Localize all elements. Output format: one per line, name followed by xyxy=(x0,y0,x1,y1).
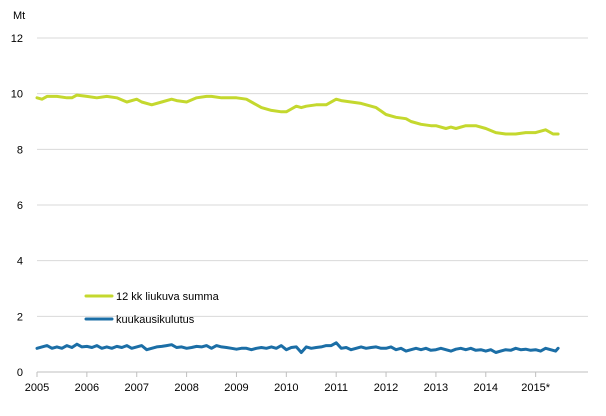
x-tick-label: 2006 xyxy=(75,382,99,394)
x-tick-label: 2005 xyxy=(25,382,49,394)
legend-label: kuukausikulutus xyxy=(116,314,195,326)
x-tick-label: 2012 xyxy=(374,382,398,394)
series-line-2 xyxy=(35,341,560,354)
y-axis-ticks: 0 2 4 6 8 10 12 xyxy=(11,33,23,379)
y-tick-label: 12 xyxy=(11,33,23,45)
x-tick-label: 2009 xyxy=(224,382,248,394)
y-tick-label: 4 xyxy=(17,256,23,268)
y-tick-label: 10 xyxy=(11,89,23,101)
gridlines xyxy=(37,37,588,317)
x-tick-label: 2011 xyxy=(324,382,348,394)
x-tick-label: 2007 xyxy=(124,382,148,394)
x-axis: 2005 2006 2007 2008 2009 2010 2011 2012 2013 2014… xyxy=(25,371,588,394)
y-tick-label: 6 xyxy=(17,200,23,212)
x-tick-label: 2008 xyxy=(174,382,198,394)
y-tick-label: 2 xyxy=(17,311,23,323)
legend: 12 kk liukuva summa kuukausikulutus xyxy=(84,291,220,326)
x-tick-label: 2014 xyxy=(474,382,498,394)
x-tick-label: 2013 xyxy=(424,382,448,394)
y-tick-label: 8 xyxy=(17,144,23,156)
x-tick-label: 2015* xyxy=(521,382,550,394)
legend-label: 12 kk liukuva summa xyxy=(116,291,220,303)
y-tick-label: 0 xyxy=(17,367,23,379)
x-tick-label: 2010 xyxy=(274,382,298,394)
series-lines xyxy=(35,93,560,354)
series-line-1 xyxy=(35,93,560,136)
y-axis-label: Mt xyxy=(13,10,25,22)
